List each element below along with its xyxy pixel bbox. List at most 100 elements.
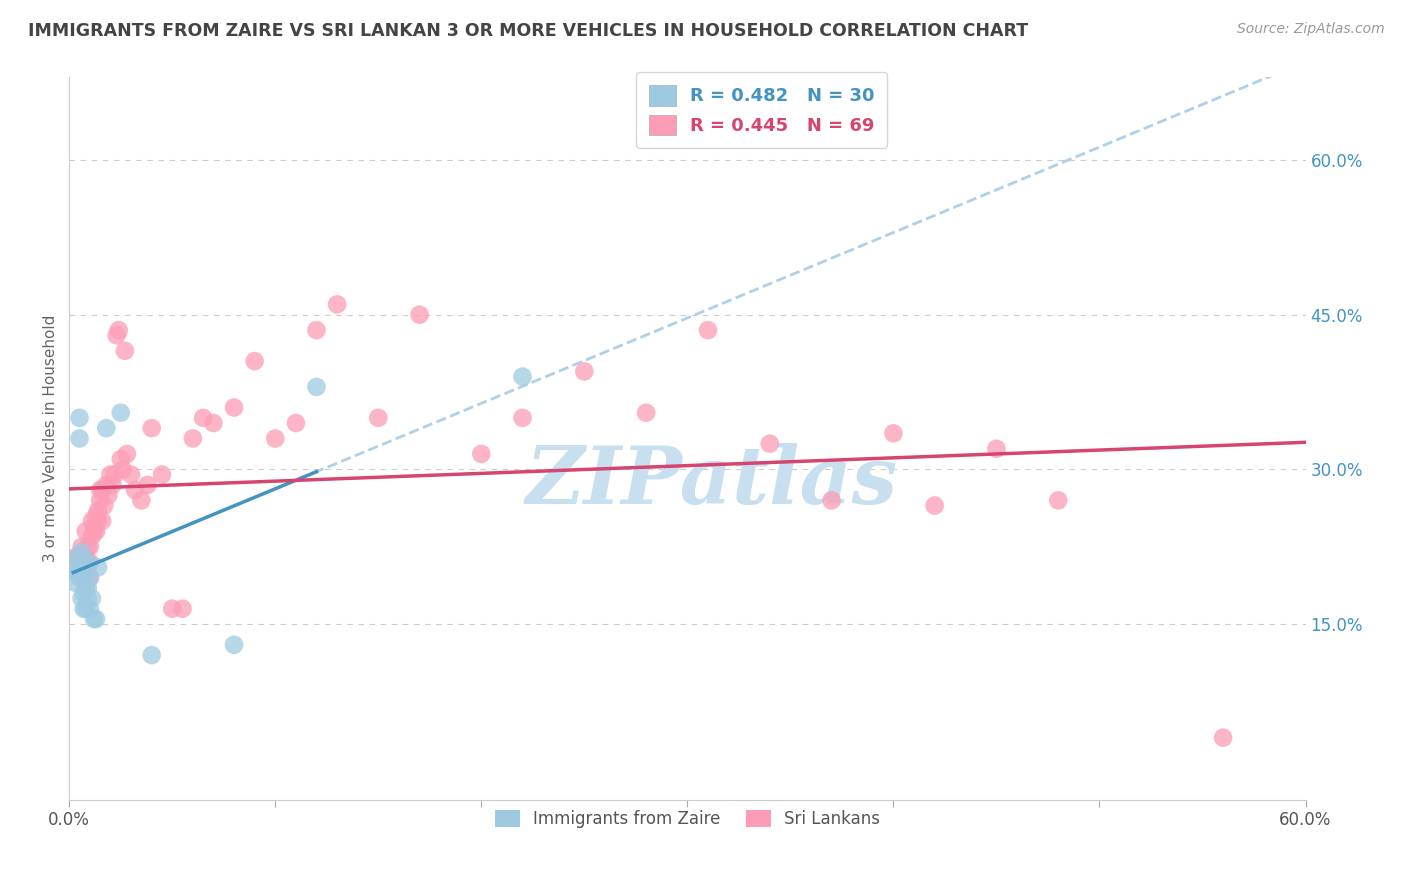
Point: [72, 601, 94, 615]
Point: [264, 432, 287, 446]
Point: [76, 581, 98, 595]
Legend: Immigrants from Zaire, Sri Lankans: Immigrants from Zaire, Sri Lankans: [488, 803, 887, 835]
Point: [131, 493, 153, 508]
Point: [222, 401, 245, 415]
Point: [96, 478, 118, 492]
Point: [72, 555, 94, 569]
Point: [87, 560, 110, 574]
Point: [512, 410, 534, 425]
Point: [103, 467, 125, 482]
Point: [66, 566, 89, 580]
Point: [1047, 493, 1070, 508]
Point: [87, 504, 110, 518]
Point: [80, 514, 103, 528]
Point: [65, 550, 87, 565]
Point: [110, 452, 132, 467]
Point: [636, 406, 658, 420]
Point: [141, 421, 163, 435]
Point: [75, 550, 97, 565]
Point: [100, 467, 122, 482]
Text: ZIPatlas: ZIPatlas: [526, 443, 898, 521]
Point: [141, 648, 163, 662]
Y-axis label: 3 or more Vehicles in Household: 3 or more Vehicles in Household: [44, 315, 58, 562]
Point: [114, 343, 136, 358]
Point: [80, 529, 103, 543]
Point: [110, 406, 132, 420]
Point: [84, 612, 107, 626]
Point: [75, 566, 97, 580]
Point: [79, 571, 101, 585]
Point: [284, 416, 307, 430]
Point: [136, 478, 159, 492]
Point: [1212, 731, 1234, 745]
Text: Source: ZipAtlas.com: Source: ZipAtlas.com: [1237, 22, 1385, 37]
Point: [91, 483, 114, 497]
Point: [69, 410, 91, 425]
Point: [105, 328, 128, 343]
Point: [89, 493, 111, 508]
Point: [84, 508, 107, 523]
Point: [76, 591, 98, 606]
Point: [408, 308, 430, 322]
Point: [107, 323, 129, 337]
Point: [111, 462, 134, 476]
Point: [79, 601, 101, 615]
Point: [62, 560, 84, 574]
Point: [72, 550, 94, 565]
Point: [83, 612, 105, 626]
Point: [87, 514, 110, 528]
Point: [222, 638, 245, 652]
Point: [76, 540, 98, 554]
Point: [70, 571, 93, 585]
Point: [79, 555, 101, 569]
Point: [89, 483, 111, 497]
Point: [75, 601, 97, 615]
Point: [243, 354, 266, 368]
Point: [70, 545, 93, 559]
Point: [69, 432, 91, 446]
Point: [97, 488, 120, 502]
Point: [65, 575, 87, 590]
Point: [96, 421, 118, 435]
Point: [75, 524, 97, 539]
Point: [70, 591, 93, 606]
Point: [76, 555, 98, 569]
Point: [69, 571, 91, 585]
Point: [69, 550, 91, 565]
Point: [79, 571, 101, 585]
Point: [986, 442, 1008, 456]
Point: [80, 591, 103, 606]
Point: [470, 447, 492, 461]
Point: [83, 524, 105, 539]
Point: [66, 550, 89, 565]
Point: [66, 566, 89, 580]
Point: [305, 380, 328, 394]
Point: [882, 426, 904, 441]
Point: [75, 581, 97, 595]
Point: [305, 323, 328, 337]
Point: [172, 601, 194, 615]
Point: [697, 323, 720, 337]
Point: [70, 540, 93, 554]
Point: [120, 467, 142, 482]
Point: [191, 410, 214, 425]
Point: [101, 478, 124, 492]
Point: [84, 524, 107, 539]
Point: [72, 586, 94, 600]
Point: [150, 467, 173, 482]
Point: [83, 519, 105, 533]
Point: [759, 436, 782, 450]
Point: [181, 432, 204, 446]
Point: [924, 499, 946, 513]
Point: [72, 566, 94, 580]
Point: [124, 483, 146, 497]
Point: [326, 297, 349, 311]
Point: [367, 410, 389, 425]
Point: [76, 560, 98, 574]
Point: [115, 447, 138, 461]
Text: IMMIGRANTS FROM ZAIRE VS SRI LANKAN 3 OR MORE VEHICLES IN HOUSEHOLD CORRELATION : IMMIGRANTS FROM ZAIRE VS SRI LANKAN 3 OR…: [28, 22, 1028, 40]
Point: [202, 416, 225, 430]
Point: [91, 514, 114, 528]
Point: [820, 493, 842, 508]
Point: [574, 364, 596, 378]
